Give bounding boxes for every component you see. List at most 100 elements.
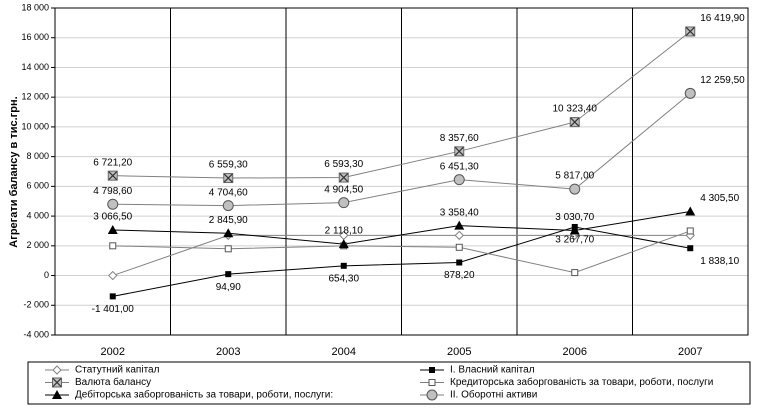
marker-cross [52,378,62,387]
marker [223,173,234,184]
marker [685,206,696,216]
data-label: 4 904,50 [324,184,363,195]
data-label: 3 267,70 [555,235,594,246]
data-label: 654,30 [328,273,359,284]
y-tick-label: 18 000 [21,2,49,12]
data-label: -1 401,00 [92,304,135,315]
marker [107,170,118,181]
y-tick-label: 14 000 [21,62,49,72]
y-tick-label: 16 000 [21,32,49,42]
legend-label: ІІ. Оборотні активи [450,389,537,401]
y-tick-label: 0 [44,270,49,280]
marker [52,365,62,375]
data-label: 6 721,20 [93,157,132,168]
x-tick-label: 2003 [216,346,240,358]
legend-label: Статутний капітал [75,365,160,376]
x-tick-label: 2007 [678,346,702,358]
data-label: 3 358,40 [440,207,479,218]
marker [684,87,696,99]
marker [338,172,349,183]
marker [225,271,232,278]
plot-frame [54,7,749,336]
marker [454,230,464,241]
marker [222,200,234,212]
marker [109,293,116,300]
marker [685,26,696,37]
marker-cross [339,173,349,182]
legend-label: І. Власний капітал [450,365,535,376]
marker [569,183,581,195]
marker [107,224,118,234]
marker-cross [570,117,580,127]
y-axis-label: Агрегати балансу в тис.грн. [8,96,20,247]
marker [338,239,349,249]
marker [426,389,438,401]
marker [569,225,580,235]
marker-cross [108,171,118,181]
x-tick-label: 2002 [101,346,125,358]
data-label: 5 817,00 [555,171,594,182]
data-label: 16 419,90 [700,13,745,24]
y-tick-label: 4 000 [26,210,49,220]
marker-cross [454,146,464,156]
data-label: 94,90 [216,282,241,293]
data-label: 878,20 [444,270,475,281]
data-label: 1 838,10 [700,256,739,267]
series-line [112,234,691,277]
data-label: 4 798,60 [93,186,132,197]
marker [52,390,62,399]
marker [687,245,694,252]
data-label: 3 066,50 [93,212,132,223]
y-tick-label: -2 000 [23,300,49,310]
data-label: 4 305,50 [700,193,739,204]
x-tick-label: 2004 [332,346,356,358]
marker [454,146,465,157]
series-line [112,226,691,297]
data-label: 3 030,70 [555,212,594,223]
legend-label: Кредиторська заборгованість за товари, р… [450,376,713,388]
data-label: 12 259,50 [700,75,745,86]
data-label: 6 451,30 [440,161,479,172]
marker [456,259,463,266]
y-tick-label: 10 000 [21,121,49,131]
marker [454,220,465,230]
legend-label: Дебіторська заборгованість за товари, ро… [75,389,333,401]
x-tick-label: 2005 [447,346,471,358]
marker [571,269,579,277]
marker-cross [685,27,695,36]
data-label: 8 357,60 [440,133,479,144]
series-line [112,92,691,207]
y-tick-label: 8 000 [26,151,49,161]
y-tick-label: 2 000 [26,240,49,250]
data-label: 2 118,10 [325,226,364,237]
marker [428,379,436,386]
marker [453,174,465,186]
marker [686,227,694,235]
legend-label: Валюта балансу [75,376,151,388]
data-label: 2 845,90 [209,215,248,226]
marker [455,243,463,251]
series-line [112,230,691,274]
marker [340,262,347,269]
marker [108,270,118,281]
x-tick-label: 2006 [563,346,587,358]
y-tick-label: -4 000 [23,329,49,339]
marker [107,198,119,210]
legend [27,361,751,405]
data-label: 6 593,30 [324,159,363,170]
marker [109,242,117,250]
y-tick-label: 12 000 [21,92,49,102]
marker [223,228,234,238]
marker [224,245,232,253]
marker [569,117,580,128]
series-line [112,211,691,245]
marker [429,367,435,373]
marker [338,197,350,209]
marker-cross [223,173,233,183]
data-label: 6 559,30 [209,160,248,171]
data-label: 10 323,40 [553,104,598,115]
marker [52,377,62,388]
series-line [112,31,691,179]
